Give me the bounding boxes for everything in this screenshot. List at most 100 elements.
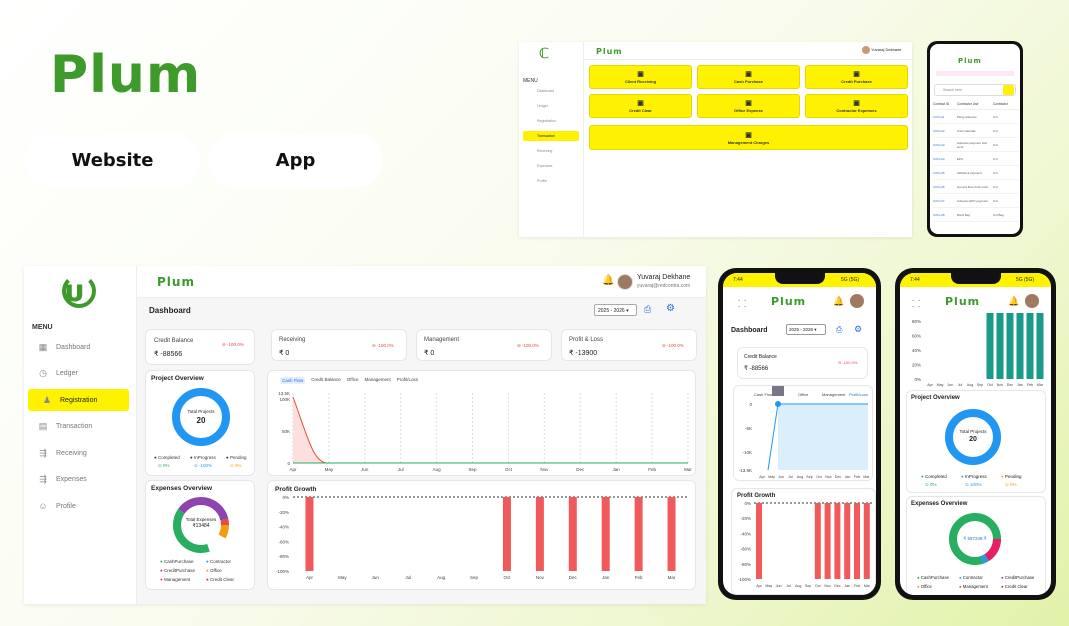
x-tick-label: Jul xyxy=(788,475,793,479)
x-tick-label: Sep xyxy=(806,475,812,479)
expenses-center-value: ₹13484 xyxy=(192,523,210,529)
tile-client-receiving[interactable]: ▣ Client Receiving xyxy=(589,65,692,89)
print-icon[interactable]: ⎙ xyxy=(836,325,843,334)
x-tick-label: Oct xyxy=(503,575,511,580)
person-icon: ☺ xyxy=(38,501,48,511)
phone-search-input[interactable]: Search here xyxy=(934,84,1016,96)
app-pill[interactable]: App xyxy=(208,133,383,188)
phone1-year-select[interactable]: 2025 - 2026 ▾ xyxy=(786,324,826,335)
sidebar-item-label: Expenses xyxy=(56,476,87,483)
sidebar-item-expenses[interactable]: ⇶ Expenses xyxy=(24,469,129,491)
credit-balance-card: Credit Balance ₹ -88566 ⊖ -100.0% xyxy=(145,329,255,365)
chart-tab-cashflow[interactable]: Cash Flow xyxy=(280,377,306,384)
phone1-chart-tab: Profit/Loss xyxy=(849,392,868,397)
phone1-line-chart: Cash Flow Office Management Profit/Loss 0 -5K… xyxy=(739,386,870,479)
year-select[interactable]: 2025 - 2026 ▾ xyxy=(594,304,637,316)
bell-icon[interactable]: 🔔 xyxy=(833,296,845,306)
tile-cash-purchase[interactable]: ▣ Cash Purchase xyxy=(697,65,800,89)
chart-tab-office[interactable]: Office xyxy=(346,377,359,382)
expense-legend-item: ● Credit Clear xyxy=(206,577,234,582)
table-row[interactable]: CON-H7 Advance EPC payment Cnt xyxy=(933,194,1019,208)
table-row[interactable]: CON-H6 Ground floor brick work Cnt xyxy=(933,180,1019,194)
x-tick-label: Jun xyxy=(947,383,953,387)
table-cell: CON-H7 xyxy=(933,198,945,203)
table-row[interactable]: CON-H2 Civil materials Cnt xyxy=(933,124,1019,138)
grid-icon[interactable]: ⸬ xyxy=(738,299,747,310)
x-tick-label: Mar xyxy=(863,475,870,479)
gear-icon[interactable]: ⚙ xyxy=(854,324,863,334)
legend-value: ⊙ 0% xyxy=(230,463,242,468)
phone2-bar-chart: 80% 60% 40% 20% 0% Apr May Jun Jul Aug Sep Oct Nov De… xyxy=(912,313,1044,387)
table-cell: CON-H4 xyxy=(933,156,945,161)
y-tick-label: -60% xyxy=(740,547,751,552)
x-tick-label: Feb xyxy=(635,575,643,580)
table-row[interactable]: CON-H1 Piling Advance Cnt xyxy=(933,110,1019,124)
sidebar-item-profile[interactable]: ☺ Profile xyxy=(24,495,129,517)
tile-icon: ▣ xyxy=(637,71,644,78)
mini-sidebar-item[interactable]: Profile xyxy=(537,179,547,183)
avatar[interactable] xyxy=(850,294,864,308)
bell-icon[interactable]: 🔔 xyxy=(1008,296,1020,306)
mini-sidebar-item[interactable]: Ledger xyxy=(537,104,548,108)
legend-dot: ● xyxy=(206,577,210,582)
mini-sidebar-item[interactable]: Receiving xyxy=(537,149,553,153)
table-row[interactable]: CON-H8 Bond Beg Cnt Beg xyxy=(933,208,1019,222)
legend-label: Management xyxy=(163,577,191,582)
website-pill[interactable]: Website xyxy=(25,133,200,188)
phone2-logo: Plum xyxy=(945,295,981,308)
sidebar: ᴜ MENU ▦ Dashboard ◷ Ledger ♟ Registration ▤ Tr… xyxy=(24,266,137,604)
clock-icon: ◷ xyxy=(39,368,47,378)
x-tick-label: Feb xyxy=(648,467,656,472)
tile-office-expense[interactable]: ▣ Office Expense xyxy=(697,94,800,118)
legend-item: ● Completed xyxy=(921,474,947,479)
legend-item: ● Pending xyxy=(226,455,247,460)
gear-icon[interactable]: ⚙ xyxy=(666,303,675,314)
tile-credit-purchase[interactable]: ▣ Credit Purchase xyxy=(805,65,908,89)
chart-tab-creditbalance[interactable]: Credit Balance xyxy=(311,377,341,382)
sidebar-item-transaction[interactable]: ▤ Transaction xyxy=(24,416,129,438)
tile-credit-clear[interactable]: ▣ Credit Clear xyxy=(589,94,692,118)
avatar[interactable] xyxy=(1025,294,1039,308)
table-row[interactable]: CON-H4 EPC Cnt xyxy=(933,152,1019,166)
bar-mar xyxy=(667,497,676,571)
chart-tab-management[interactable]: Management xyxy=(364,377,391,382)
expenses-donut xyxy=(173,497,229,553)
credit-balance-change: ⊖ -100.0% xyxy=(222,342,244,347)
mini-sidebar-item[interactable]: Transaction xyxy=(523,131,579,141)
column-header: Contractor Use xyxy=(957,102,979,106)
mini-menu-title: MENU xyxy=(523,78,538,84)
bar-nov xyxy=(535,497,544,571)
phone1-chart-tab: Management xyxy=(822,392,846,397)
grid-icon[interactable]: ⸬ xyxy=(912,299,921,310)
x-tick-label: Oct xyxy=(815,584,821,588)
chart-tab-profitloss[interactable]: Profit/Loss xyxy=(396,377,419,382)
stat-value: ₹ 0 xyxy=(279,350,290,357)
table-cell: Cnt xyxy=(993,142,998,147)
sidebar-item-label: Registration xyxy=(60,396,98,404)
bell-icon[interactable]: 🔔 xyxy=(602,275,615,286)
phone1-bar-chart: 0% -20% -40% -60% -80% -100% Apr May Jun Jul Aug Se… xyxy=(738,501,872,588)
x-tick-label: Jun xyxy=(372,575,380,580)
x-tick-label: Dec xyxy=(569,575,578,580)
mini-sidebar-item[interactable]: Registration xyxy=(537,119,556,123)
sidebar-item-registration[interactable]: ♟ Registration xyxy=(28,389,129,411)
table-row[interactable]: CON-H3 Advance payment civil work Cnt xyxy=(933,138,1019,152)
grid-icon: ▦ xyxy=(38,341,48,352)
tile-contractor-expenses[interactable]: ▣ Contractor Expenses xyxy=(805,94,908,118)
mini-sidebar-item[interactable]: Expenses xyxy=(537,164,553,168)
column-header: Contract ID xyxy=(933,102,950,106)
expense-legend-item: ● Management xyxy=(160,577,190,582)
user-avatar[interactable] xyxy=(617,274,633,290)
expense-legend-item: ● CreditPurchase xyxy=(160,568,195,573)
y-tick-label: -13.9K xyxy=(739,468,752,473)
tile-management-charges[interactable]: ▣ Management Charges xyxy=(589,125,908,150)
sidebar-item-receiving[interactable]: ⇶ Receiving xyxy=(24,442,129,464)
legend-label: Office xyxy=(209,568,222,573)
print-icon[interactable]: ⎙ xyxy=(644,304,652,314)
sidebar-item-dashboard[interactable]: ▦ Dashboard xyxy=(24,336,129,358)
table-row[interactable]: CON-H5 Abhishek payment Cnt xyxy=(933,166,1019,180)
search-go-button[interactable] xyxy=(1003,85,1014,95)
sidebar-item-ledger[interactable]: ◷ Ledger xyxy=(24,363,129,385)
notch xyxy=(775,273,825,284)
mini-sidebar-item[interactable]: Dashboard xyxy=(537,89,555,93)
